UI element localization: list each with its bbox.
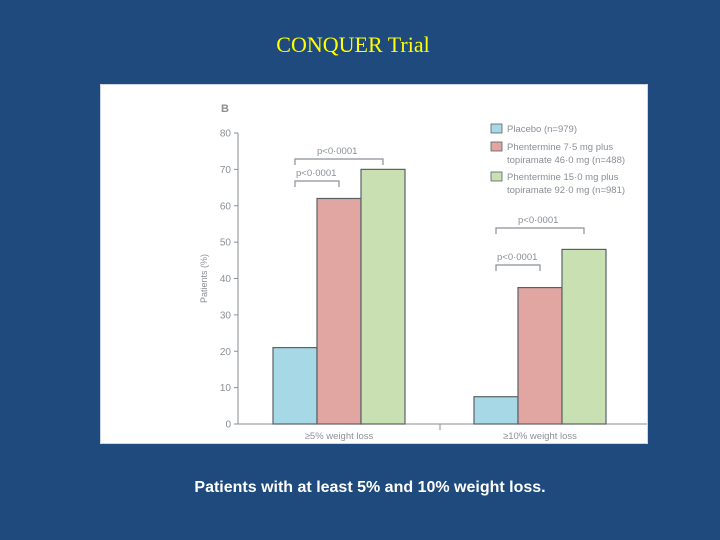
slide-caption: Patients with at least 5% and 10% weight…	[194, 479, 546, 496]
legend-swatch-placebo	[490, 123, 503, 134]
bar-chart: B 0 10 20 30 40 50 60 70 80 Patients (%) ≥5% weight…	[199, 103, 647, 442]
bar-phen-high-dose-cat2	[561, 248, 607, 425]
y-tick-label-70: 70	[220, 165, 232, 176]
legend-label-phen-low-dose-line2: topiramate 46·0 mg (n=488)	[507, 155, 625, 166]
y-tick-label-0: 0	[225, 420, 231, 431]
panel-label: B	[221, 103, 229, 115]
p-value-label-cat1-inner: p<0·0001	[296, 168, 336, 179]
chart-panel: B 0 10 20 30 40 50 60 70 80 Patients (%) ≥5% weight…	[100, 84, 648, 444]
y-tick-label-80: 80	[220, 129, 232, 140]
legend-label-phen-high-dose-line2: topiramate 92·0 mg (n=981)	[507, 185, 625, 196]
significance-bracket-cat2-outer	[495, 227, 585, 234]
y-tick-label-60: 60	[220, 201, 232, 212]
legend-label-placebo: Placebo (n=979)	[507, 124, 577, 135]
legend-swatch-phen-low-dose	[490, 141, 503, 152]
bar-phen-low-dose-cat2	[517, 286, 563, 425]
p-value-label-cat2-outer: p<0·0001	[518, 215, 558, 226]
x-category-label-2: ≥10% weight loss	[503, 431, 577, 442]
legend-swatch-phen-high-dose	[490, 171, 503, 182]
slide-title: CONQUER Trial	[276, 32, 430, 57]
y-tick-label-20: 20	[220, 347, 232, 358]
significance-bracket-cat1-inner	[294, 180, 340, 187]
significance-bracket-cat2-inner	[495, 264, 541, 271]
y-tick-label-50: 50	[220, 238, 232, 249]
y-tick-label-10: 10	[220, 383, 232, 394]
y-axis-label: Patients (%)	[199, 254, 209, 303]
p-value-label-cat2-inner: p<0·0001	[497, 252, 537, 263]
bar-placebo-cat2	[473, 396, 519, 425]
significance-bracket-cat1-outer	[294, 158, 384, 165]
bar-phen-low-dose-cat1	[316, 197, 362, 425]
bar-placebo-cat1	[272, 347, 318, 425]
x-category-label-1: ≥5% weight loss	[305, 431, 374, 442]
y-tick-label-30: 30	[220, 310, 232, 321]
legend-label-phen-high-dose-line1: Phentermine 15·0 mg plus	[507, 172, 619, 183]
bar-phen-high-dose-cat1	[360, 168, 406, 425]
legend-label-phen-low-dose-line1: Phentermine 7·5 mg plus	[507, 142, 613, 153]
p-value-label-cat1-outer: p<0·0001	[317, 146, 357, 157]
y-tick-label-40: 40	[220, 274, 232, 285]
